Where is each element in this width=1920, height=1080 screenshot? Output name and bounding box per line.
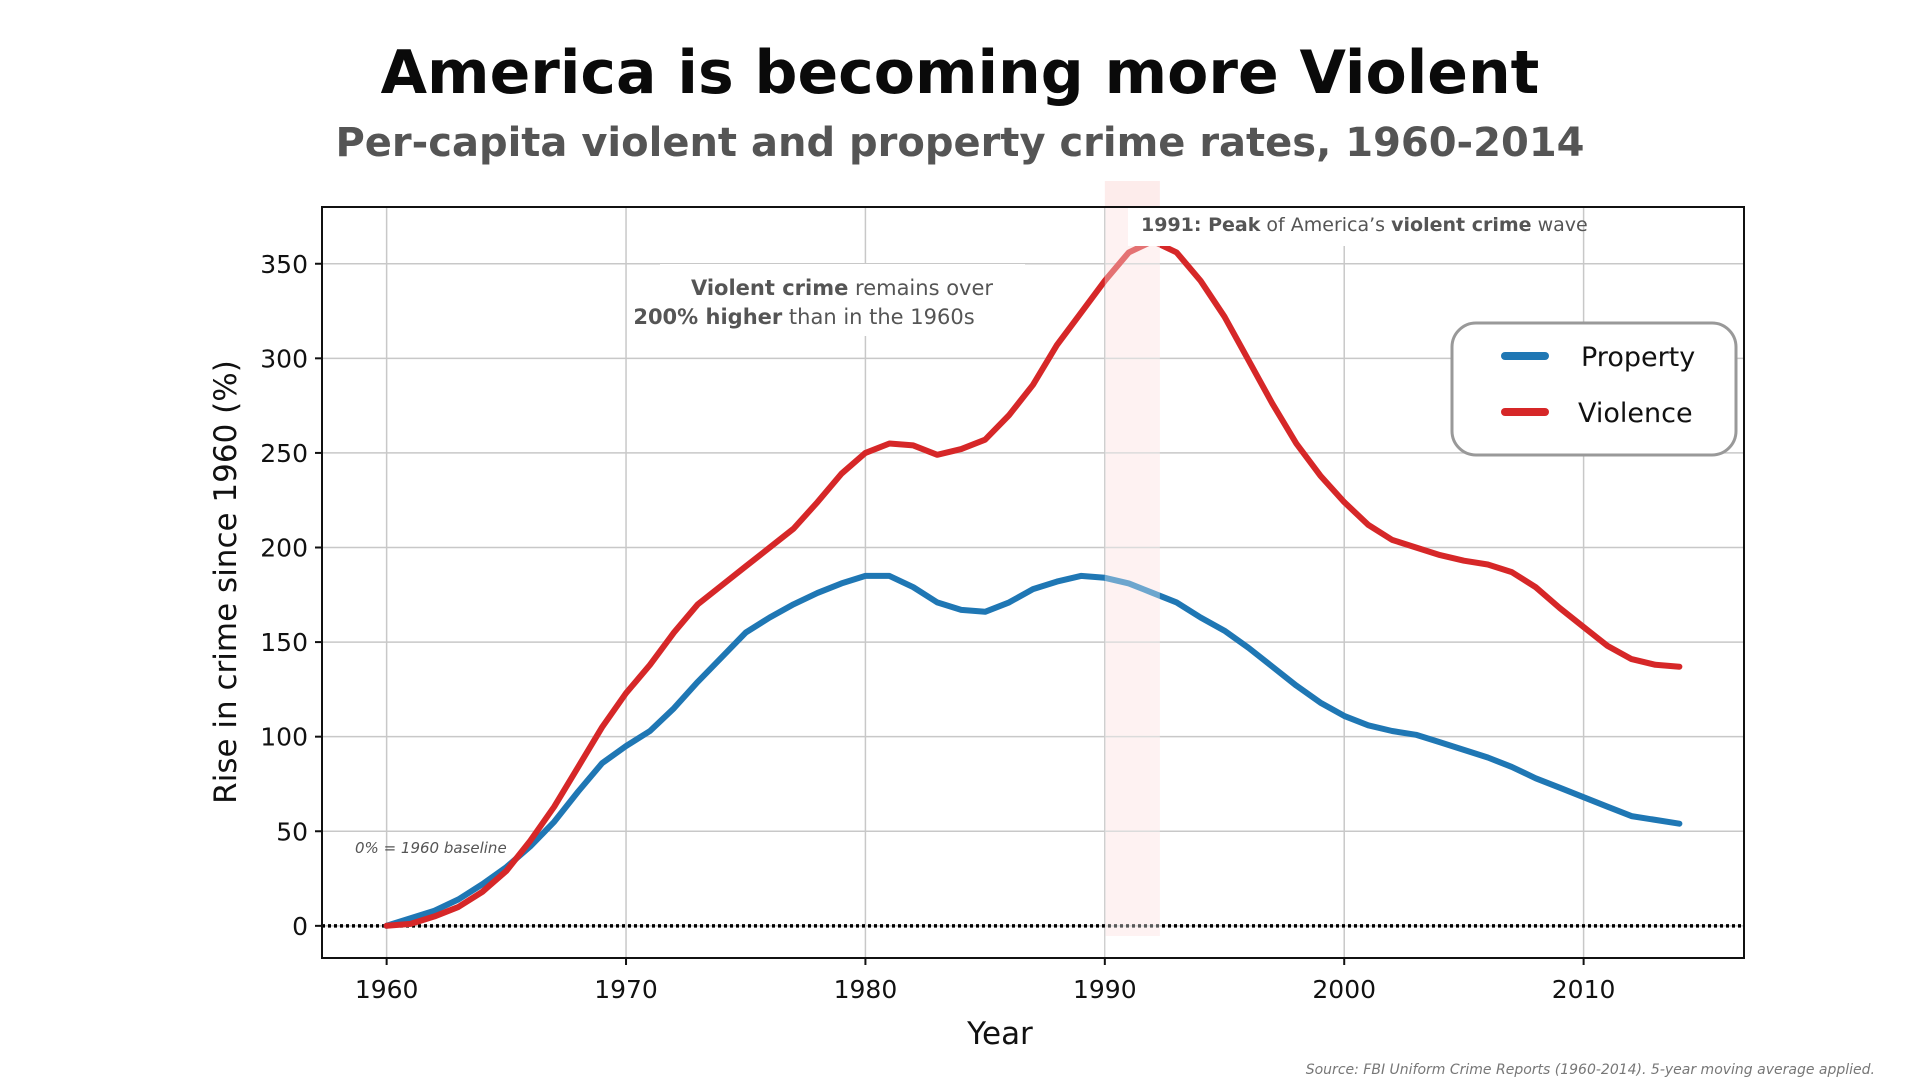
y-axis-label: Rise in crime since 1960 (%) <box>208 360 244 804</box>
annotation-remains-line2: 200% higher than in the 1960s <box>633 305 974 329</box>
chart-title: America is becoming more Violent <box>380 38 1540 108</box>
y-tick-label: 200 <box>260 534 308 563</box>
tick-layer: 1960 1970 1980 1990 2000 2010 0 50 100 150 200 250 3… <box>260 250 1615 1004</box>
y-tick-label: 300 <box>260 344 308 373</box>
annotation-remains-bold: Violent crime <box>691 276 848 300</box>
x-tick-label: 1980 <box>834 975 898 1004</box>
annotation-higher-rest: than in the 1960s <box>782 305 974 329</box>
annotation-peak: 1991: Peak of America’s violent crime wa… <box>1141 214 1588 236</box>
annotation-peak-mid: of America’s <box>1260 214 1391 236</box>
peak-highlight-overlay <box>1104 207 1160 958</box>
y-tick-label: 0 <box>292 912 308 941</box>
y-tick-label: 50 <box>276 817 308 846</box>
y-tick-label: 350 <box>260 250 308 279</box>
series-line-violence <box>383 238 1683 929</box>
chart-subtitle: Per-capita violent and property crime ra… <box>335 120 1585 166</box>
annotation-remains-line1: Violent crime remains over <box>691 276 993 300</box>
annotation-higher-bold: 200% higher <box>633 305 783 329</box>
legend-label-property: Property <box>1581 342 1695 373</box>
x-tick-label: 2000 <box>1312 975 1376 1004</box>
series-line-property <box>383 572 1683 929</box>
annotation-peak-year: 1991: Peak <box>1141 214 1261 236</box>
y-tick-label: 100 <box>260 723 308 752</box>
x-tick-label: 1970 <box>594 975 658 1004</box>
annotation-peak-end: wave <box>1532 214 1588 236</box>
peak-highlight-band <box>1104 181 1160 936</box>
legend-label-violence: Violence <box>1578 398 1693 429</box>
x-tick-label: 1990 <box>1073 975 1137 1004</box>
baseline-note: 0% = 1960 baseline <box>355 839 507 857</box>
annotation-peak-violent: violent crime <box>1391 214 1531 236</box>
legend: Property Violence <box>1450 321 1738 457</box>
source-note: Source: FBI Uniform Crime Reports (1960-… <box>1305 1062 1875 1078</box>
series-layer <box>383 207 1683 958</box>
x-tick-label: 1960 <box>355 975 419 1004</box>
highlight-layer <box>1104 181 1160 936</box>
y-tick-label: 250 <box>260 439 308 468</box>
annotation-peak-bg <box>1128 208 1568 246</box>
plot-frame <box>321 206 1745 959</box>
annotation-remains-rest: remains over <box>848 276 993 300</box>
x-axis-label: Year <box>966 1016 1033 1052</box>
annotation-remains-bg <box>660 264 1025 336</box>
x-tick-label: 2010 <box>1552 975 1616 1004</box>
y-tick-label: 150 <box>260 628 308 657</box>
